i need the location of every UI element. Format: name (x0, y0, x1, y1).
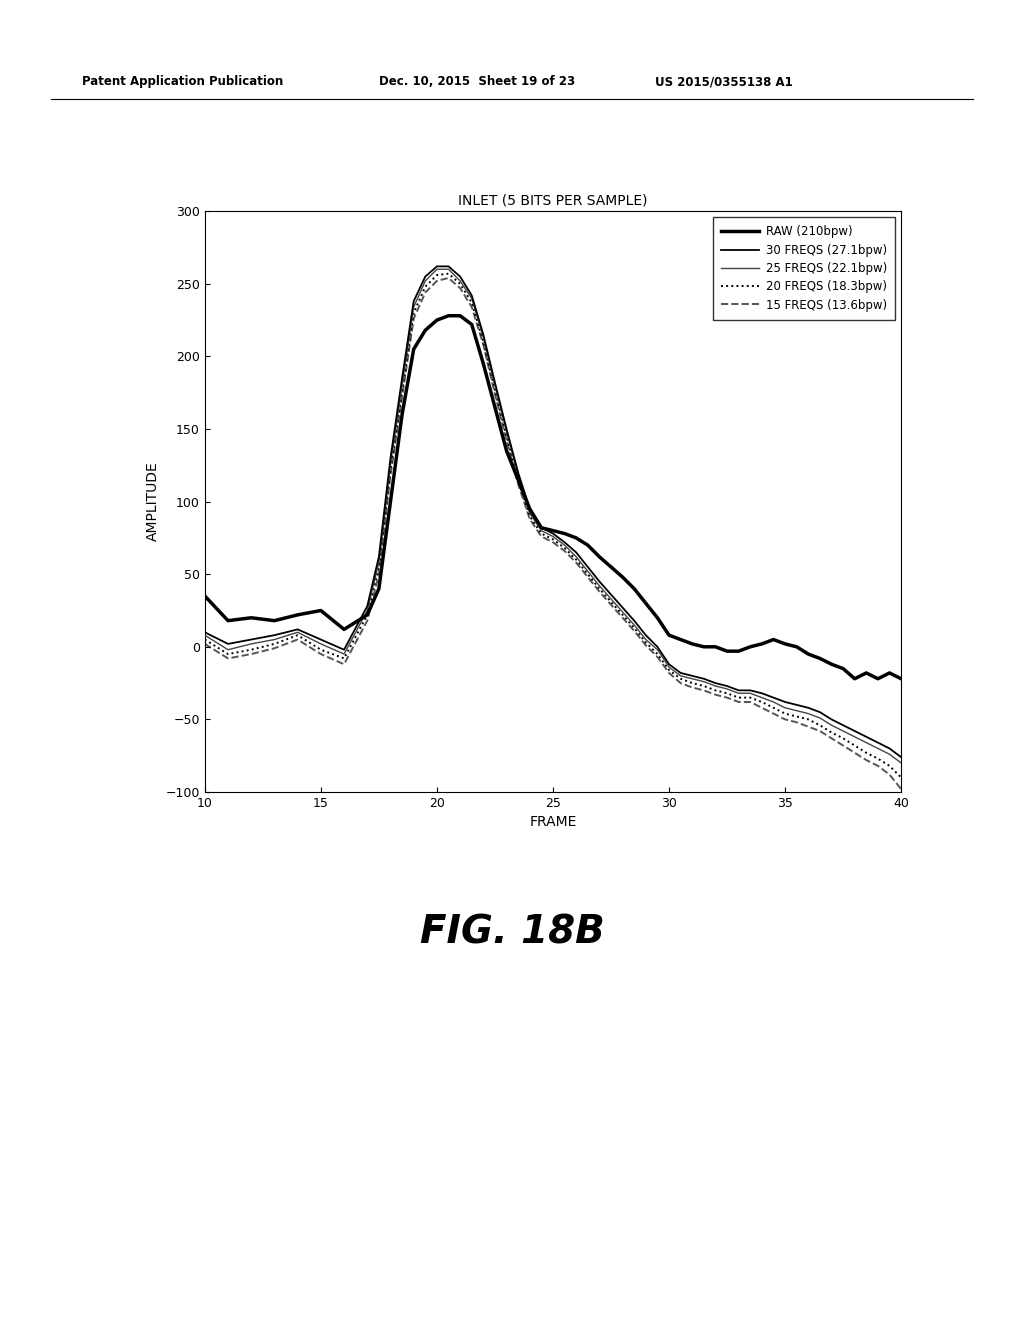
Text: US 2015/0355138 A1: US 2015/0355138 A1 (655, 75, 794, 88)
Title: INLET (5 BITS PER SAMPLE): INLET (5 BITS PER SAMPLE) (458, 193, 648, 207)
Legend: RAW (210bpw), 30 FREQS (27.1bpw), 25 FREQS (22.1bpw), 20 FREQS (18.3bpw), 15 FRE: RAW (210bpw), 30 FREQS (27.1bpw), 25 FRE… (713, 216, 895, 319)
Text: Patent Application Publication: Patent Application Publication (82, 75, 284, 88)
Y-axis label: AMPLITUDE: AMPLITUDE (146, 462, 160, 541)
X-axis label: FRAME: FRAME (529, 816, 577, 829)
Text: Dec. 10, 2015  Sheet 19 of 23: Dec. 10, 2015 Sheet 19 of 23 (379, 75, 575, 88)
Text: FIG. 18B: FIG. 18B (420, 913, 604, 952)
